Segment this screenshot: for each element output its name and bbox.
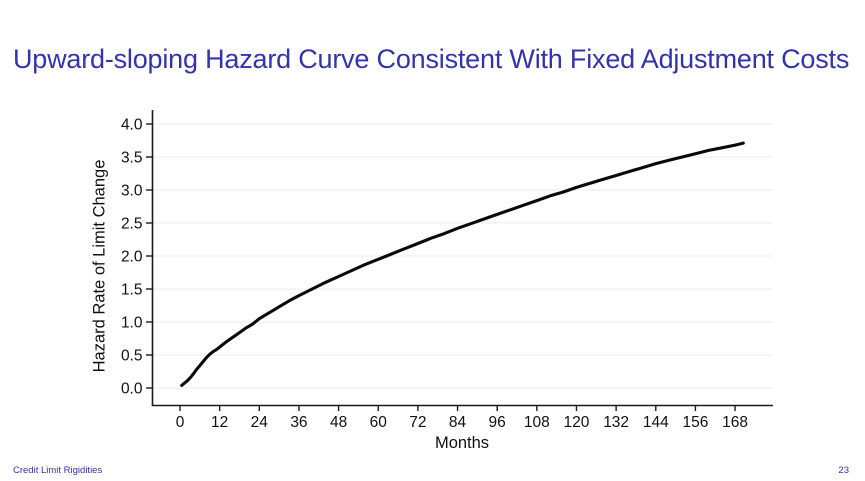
x-axis-title: Months xyxy=(434,434,490,452)
x-tick-label: 132 xyxy=(603,414,629,431)
slide-title: Upward-sloping Hazard Curve Consistent W… xyxy=(13,44,850,74)
y-tick-label: 1.5 xyxy=(121,282,143,299)
y-tick-label: 1.0 xyxy=(121,315,143,332)
y-tick-label: 0.0 xyxy=(121,381,143,398)
y-tick-label: 3.5 xyxy=(121,150,143,167)
hazard-curve xyxy=(180,141,745,387)
footer-short-title: Credit Limit Rigidities xyxy=(13,465,103,476)
y-tick-label: 4.0 xyxy=(121,117,143,134)
x-tick-label: 72 xyxy=(409,414,426,431)
x-tick-label: 144 xyxy=(643,414,669,431)
y-tick-label: 3.0 xyxy=(121,183,143,200)
y-tick-label: 2.5 xyxy=(121,216,143,233)
x-tick-label: 36 xyxy=(290,414,307,431)
x-tick-label: 60 xyxy=(370,414,388,431)
x-tick-label: 84 xyxy=(449,414,467,431)
x-tick-label: 168 xyxy=(722,414,748,431)
x-tick-label: 24 xyxy=(251,414,269,431)
y-axis-title: Hazard Rate of Limit Change xyxy=(90,159,109,373)
x-tick-label: 96 xyxy=(489,414,506,431)
y-tick-label: 0.5 xyxy=(121,348,143,365)
x-tick-label: 48 xyxy=(330,414,347,431)
page-number: 23 xyxy=(838,465,849,476)
y-tick-label: 2.0 xyxy=(121,249,143,266)
x-tick-label: 108 xyxy=(524,414,550,431)
x-tick-label: 120 xyxy=(564,414,590,431)
x-tick-label: 12 xyxy=(211,414,228,431)
x-tick-label: 0 xyxy=(176,414,185,431)
x-tick-label: 156 xyxy=(682,414,708,431)
